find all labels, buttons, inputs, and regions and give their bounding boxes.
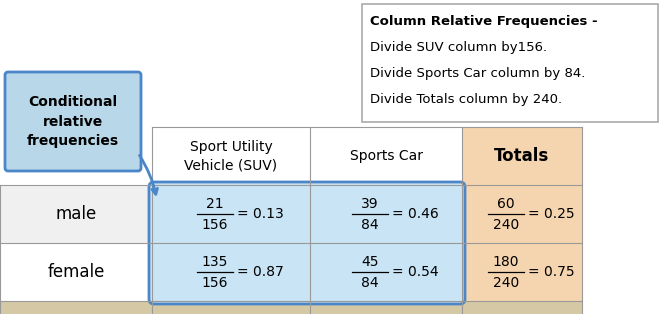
Text: Conditional
relative
frequencies: Conditional relative frequencies <box>27 95 119 148</box>
Text: 21: 21 <box>206 197 224 211</box>
Text: 240: 240 <box>493 276 519 290</box>
Bar <box>0 185 152 243</box>
Text: 180: 180 <box>493 255 519 269</box>
Text: = 0.54: = 0.54 <box>392 265 439 279</box>
Text: Totals: Totals <box>495 147 549 165</box>
FancyBboxPatch shape <box>149 182 465 304</box>
Bar <box>462 127 582 185</box>
Bar <box>462 243 582 301</box>
Text: 39: 39 <box>361 197 379 211</box>
Text: 240: 240 <box>493 218 519 232</box>
Bar <box>152 127 462 185</box>
Text: Divide Totals column by 240.: Divide Totals column by 240. <box>370 94 562 106</box>
Text: 156: 156 <box>202 218 228 232</box>
Text: = 0.75: = 0.75 <box>528 265 575 279</box>
Text: 135: 135 <box>202 255 228 269</box>
Text: 84: 84 <box>361 313 379 314</box>
Text: = 0.46: = 0.46 <box>392 207 439 221</box>
Text: 84: 84 <box>361 218 379 232</box>
Bar <box>362 4 658 122</box>
Text: male: male <box>56 205 97 223</box>
Text: 156: 156 <box>202 313 228 314</box>
Text: = 0.87: = 0.87 <box>237 265 284 279</box>
Text: 156: 156 <box>202 276 228 290</box>
Text: 240: 240 <box>493 313 519 314</box>
Bar <box>462 185 582 243</box>
Text: Divide Sports Car column by 84.: Divide Sports Car column by 84. <box>370 68 585 80</box>
Text: 84: 84 <box>361 276 379 290</box>
Text: = 0.25: = 0.25 <box>528 207 575 221</box>
Bar <box>152 185 462 243</box>
Text: = 0.13: = 0.13 <box>237 207 284 221</box>
Text: Divide SUV column by156.: Divide SUV column by156. <box>370 41 547 55</box>
Bar <box>0 185 152 243</box>
Bar <box>152 301 462 314</box>
Text: Sports Car: Sports Car <box>350 149 422 163</box>
Bar <box>462 301 582 314</box>
Text: 60: 60 <box>497 197 515 211</box>
FancyBboxPatch shape <box>5 72 141 171</box>
Text: Sport Utility
Vehicle (SUV): Sport Utility Vehicle (SUV) <box>185 140 277 172</box>
Text: 45: 45 <box>361 255 379 269</box>
Text: Column Relative Frequencies -: Column Relative Frequencies - <box>370 15 598 29</box>
Text: female: female <box>47 263 105 281</box>
Bar <box>0 301 152 314</box>
Bar <box>152 243 462 301</box>
